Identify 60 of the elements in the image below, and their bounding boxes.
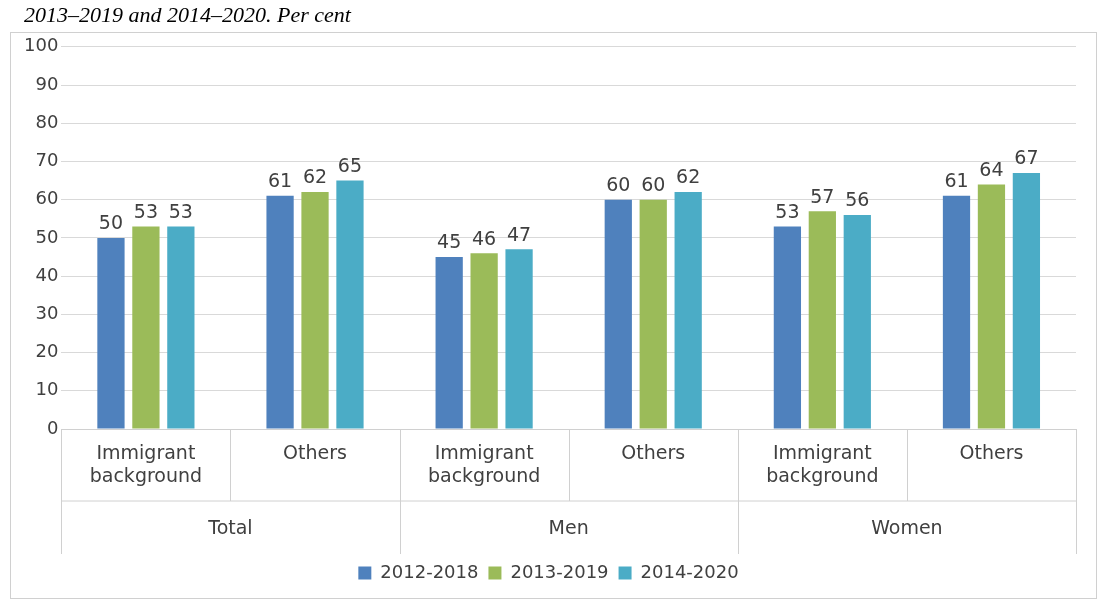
bar — [336, 180, 364, 429]
bar — [167, 226, 195, 429]
data-label: 47 — [506, 222, 532, 245]
bar — [1012, 172, 1041, 429]
data-label: 53 — [133, 199, 158, 222]
y-tick-label: 70 — [35, 149, 59, 171]
bar — [942, 195, 971, 429]
legend-label: 2014-2020 — [640, 560, 739, 582]
bar — [435, 257, 463, 429]
x-tick-label: Immigrant background — [427, 441, 541, 487]
data-label: 60 — [641, 173, 666, 196]
x-tick-label: Others — [621, 441, 686, 464]
bar — [132, 226, 160, 429]
data-label: 53 — [168, 199, 193, 222]
x-tick-label: Immigrant background — [89, 441, 203, 487]
bar — [674, 192, 702, 429]
y-tick-label: 60 — [35, 187, 59, 209]
text: Total — [207, 515, 253, 538]
data-label: 67 — [1014, 146, 1039, 169]
bar — [301, 192, 329, 429]
x-tick-label: Immigrant background — [766, 441, 879, 487]
text: Men — [548, 515, 589, 538]
bar — [604, 199, 632, 429]
data-label: 50 — [98, 211, 124, 234]
data-label: 61 — [944, 169, 969, 192]
y-tick-label: 30 — [35, 302, 59, 324]
bar — [773, 226, 802, 429]
y-tick-label: 90 — [35, 72, 59, 94]
y-tick-label: 40 — [35, 263, 59, 285]
data-label: 46 — [472, 226, 497, 249]
y-tick-label: 50 — [35, 225, 59, 247]
x-tick-label: Others — [283, 441, 347, 464]
bar — [843, 214, 871, 429]
data-label: 65 — [337, 154, 363, 177]
bar — [470, 253, 498, 429]
data-label: 64 — [979, 157, 1004, 180]
bar — [505, 249, 533, 429]
data-label: 57 — [810, 184, 835, 207]
data-label: 56 — [845, 188, 870, 211]
y-tick-label: 80 — [35, 110, 59, 132]
bar — [97, 237, 125, 429]
data-label: 45 — [437, 230, 462, 253]
chart-title: 2013–2019 and 2014–2020. Per cent — [23, 1, 353, 29]
data-label: 60 — [606, 173, 631, 196]
bar — [808, 211, 836, 429]
text: Women — [871, 515, 943, 538]
bar — [266, 195, 294, 429]
x-tick-label: Others — [959, 441, 1024, 464]
bar — [977, 184, 1006, 429]
y-tick-label: 10 — [35, 378, 59, 400]
data-label: 62 — [676, 165, 701, 188]
legend-label: 2012-2018 — [380, 560, 479, 582]
y-tick-label: 20 — [35, 340, 59, 362]
legend-label: 2013-2019 — [510, 560, 609, 582]
data-label: 53 — [775, 199, 800, 222]
y-tick-label: 100 — [24, 34, 59, 56]
bar — [639, 199, 667, 429]
data-label: 62 — [302, 165, 328, 188]
y-tick-label: 0 — [46, 416, 59, 438]
data-label: 61 — [267, 169, 293, 192]
